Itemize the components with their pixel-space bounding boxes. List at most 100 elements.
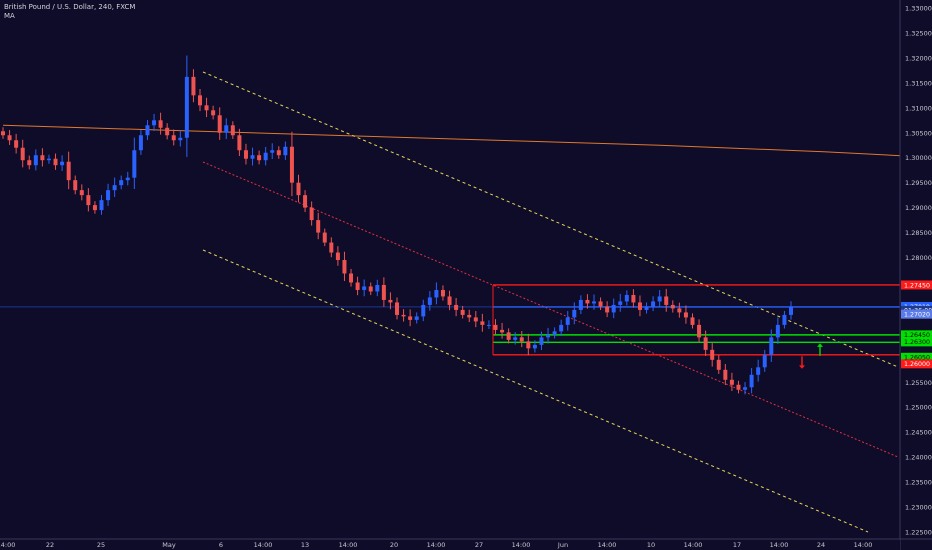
price-tick-label: 1.32500 xyxy=(905,29,932,37)
candle-body xyxy=(729,379,734,385)
candle-body xyxy=(631,294,636,303)
candle-body xyxy=(440,289,445,297)
candle-body xyxy=(99,200,104,211)
candle-body xyxy=(789,306,793,315)
candle-body xyxy=(7,135,12,141)
candle-body xyxy=(14,140,19,148)
candle-body xyxy=(237,135,242,151)
up-arrow-head xyxy=(817,343,823,347)
candle-body xyxy=(230,125,235,136)
candle-body xyxy=(690,317,695,325)
candle-body xyxy=(60,161,65,166)
price-label-bg xyxy=(901,330,932,340)
candle-body xyxy=(493,324,498,330)
price-label: 1.26050 xyxy=(904,355,930,362)
time-tick-label: 14:00 xyxy=(254,541,273,549)
candle-body xyxy=(152,120,157,126)
time-tick-label: 14:00 xyxy=(598,541,617,549)
candle-body xyxy=(519,337,524,342)
candle-body xyxy=(250,155,255,159)
candle-body xyxy=(434,289,439,298)
price-tick-label: 1.30500 xyxy=(905,129,932,137)
price-label: 1.26450 xyxy=(904,332,930,339)
candle-body xyxy=(572,309,577,318)
candle-body xyxy=(565,317,570,325)
candle-body xyxy=(611,304,616,313)
candle-body xyxy=(723,369,728,380)
price-tick-label: 1.23000 xyxy=(905,504,932,512)
candle-body xyxy=(762,354,767,368)
price-labels: 1.274501.2701901:36:001.270201.264501.26… xyxy=(901,280,932,369)
channel-upper-line xyxy=(202,71,899,368)
price-tick-label: 1.24000 xyxy=(905,454,932,462)
candle-body xyxy=(743,387,748,390)
candles-layer xyxy=(1,55,793,395)
price-tick-label: 1.22500 xyxy=(905,529,932,537)
candle-body xyxy=(79,190,84,196)
time-tick-label: 20 xyxy=(390,541,398,549)
candle-body xyxy=(165,127,170,136)
price-tick-label: 1.28500 xyxy=(905,229,932,237)
candle-body xyxy=(73,180,78,191)
time-axis[interactable]: 14:00 22 25 May 6 14:00 13 14:00 20 14:00 27 14:00 J… xyxy=(0,541,872,549)
candle-body xyxy=(697,324,702,338)
candle-body xyxy=(578,299,583,310)
candle-body xyxy=(362,286,367,290)
candle-body xyxy=(618,301,623,305)
price-axis-background[interactable] xyxy=(900,0,932,550)
time-tick-label: 14:00 xyxy=(684,541,703,549)
time-tick-label: May xyxy=(162,541,176,549)
candle-body xyxy=(421,304,426,317)
time-tick-label: 22 xyxy=(46,541,54,549)
candle-body xyxy=(532,344,537,349)
candle-body xyxy=(270,150,275,153)
candle-body xyxy=(585,299,590,304)
moving-average-line xyxy=(2,124,932,158)
candle-body xyxy=(559,324,564,332)
moving-average-layer xyxy=(2,124,932,158)
candle-body xyxy=(624,294,629,302)
candle-body xyxy=(335,252,340,261)
time-tick-label: 10 xyxy=(647,541,655,549)
candle-body xyxy=(66,161,71,181)
candle-body xyxy=(86,195,91,206)
candle-body xyxy=(276,150,281,156)
candle-body xyxy=(171,135,176,141)
candle-body xyxy=(283,146,288,156)
channel-lower-line xyxy=(202,249,869,533)
candle-body xyxy=(224,125,229,133)
price-label: 1.27450 xyxy=(904,282,930,289)
candle-body xyxy=(158,120,163,128)
candle-body xyxy=(329,242,334,253)
time-tick-label: 25 xyxy=(97,541,105,549)
candle-body xyxy=(132,150,137,178)
candle-body xyxy=(191,76,196,96)
candle-body xyxy=(106,190,111,201)
candle-body xyxy=(651,301,656,307)
symbol-title: British Pound / U.S. Dollar, 240, FXCM xyxy=(4,3,136,11)
price-tick-label: 1.33000 xyxy=(905,5,932,13)
time-tick-label: 14:00 xyxy=(854,541,873,549)
candle-body xyxy=(46,158,51,161)
candle-body xyxy=(263,152,268,161)
candle-body xyxy=(40,155,45,161)
candle-body xyxy=(539,337,544,345)
time-axis-background[interactable] xyxy=(0,539,900,550)
candle-body xyxy=(736,384,741,390)
channel-lines-layer xyxy=(202,71,899,533)
candle-body xyxy=(500,329,505,333)
candle-body xyxy=(125,177,130,181)
candle-body xyxy=(408,316,413,320)
candle-body xyxy=(33,155,38,166)
price-label: 1.27020 xyxy=(904,311,930,318)
price-tick-label: 1.30000 xyxy=(905,154,932,162)
candle-body xyxy=(769,337,774,355)
price-tick-label: 1.23500 xyxy=(905,479,932,487)
candle-body xyxy=(381,284,386,300)
price-tick-label: 1.25500 xyxy=(905,379,932,387)
arrows-layer xyxy=(799,343,823,369)
candle-body xyxy=(211,110,216,116)
candle-body xyxy=(349,273,354,283)
price-tick-label: 1.29000 xyxy=(905,204,932,212)
